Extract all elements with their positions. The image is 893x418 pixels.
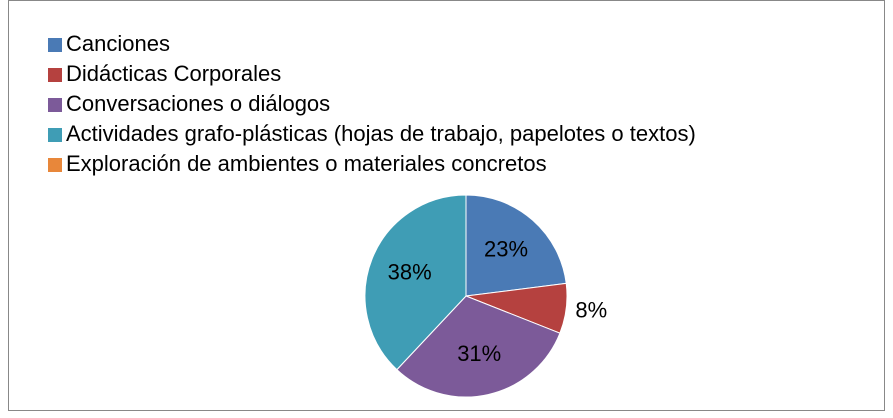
legend-label: Actividades grafo-plásticas (hojas de tr…	[66, 121, 696, 146]
legend-label: Conversaciones o diálogos	[66, 91, 330, 116]
data-label: 38%	[388, 260, 432, 285]
pie-slice	[364, 194, 467, 371]
legend-label: Canciones	[66, 31, 170, 56]
pie-slice	[465, 194, 567, 297]
pie-slice	[396, 295, 561, 398]
data-label: 8%	[575, 298, 607, 323]
legend-swatch	[48, 158, 62, 172]
data-label: 31%	[457, 341, 501, 366]
legend-swatch	[48, 128, 62, 142]
legend-swatch	[48, 38, 62, 52]
legend-label: Didácticas Corporales	[66, 61, 281, 86]
data-label: 23%	[484, 236, 528, 261]
legend-swatch	[48, 98, 62, 112]
legend-label: Exploración de ambientes o materiales co…	[66, 151, 547, 176]
legend-swatch	[48, 68, 62, 82]
